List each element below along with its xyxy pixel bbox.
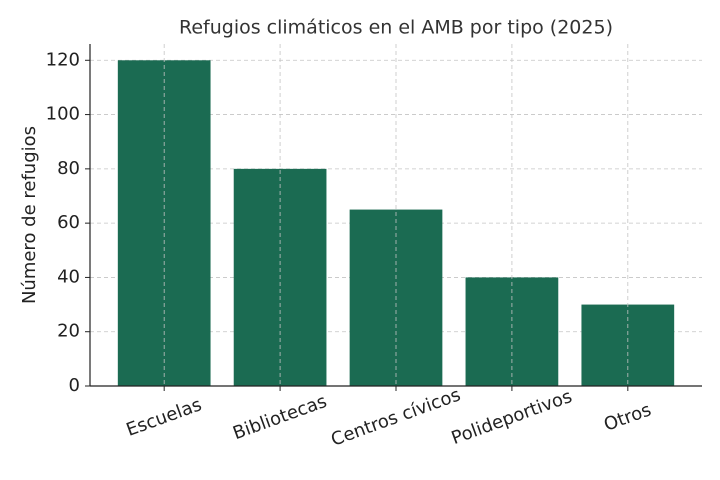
y-tick-label: 120 <box>46 49 80 70</box>
y-tick-label: 100 <box>46 104 80 125</box>
y-tick-label: 20 <box>57 321 80 342</box>
y-tick-label: 60 <box>57 212 80 233</box>
chart-title: Refugios climáticos en el AMB por tipo (… <box>179 17 613 39</box>
y-tick-label: 80 <box>57 158 80 179</box>
x-tick-label: Otros <box>601 399 654 435</box>
x-tick-label: Escuelas <box>124 394 205 441</box>
y-axis-label: Número de refugios <box>19 126 40 304</box>
y-tick-label: 40 <box>57 266 80 287</box>
x-tick-label: Centros cívicos <box>328 384 463 450</box>
x-tick-label: Polideportivos <box>449 386 575 449</box>
y-tick-label: 0 <box>69 375 80 396</box>
x-tick-label: Bibliotecas <box>230 391 329 444</box>
